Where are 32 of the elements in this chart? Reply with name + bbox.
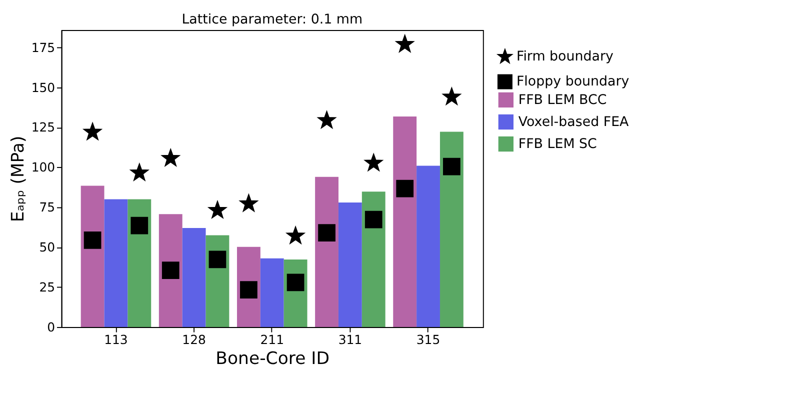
legend-label: FFB LEM SC bbox=[518, 136, 597, 152]
bar bbox=[338, 202, 362, 328]
x-axis-title: Bone-Core ID bbox=[216, 348, 330, 369]
x-tick-label: 315 bbox=[416, 332, 440, 347]
bar bbox=[182, 228, 206, 328]
x-tick-label: 311 bbox=[338, 332, 362, 347]
y-tick-label: 75 bbox=[39, 200, 56, 215]
legend-label: Voxel-based FEA bbox=[518, 114, 630, 130]
bar bbox=[260, 258, 284, 328]
bar bbox=[440, 132, 464, 328]
bar bbox=[80, 186, 104, 328]
bar bbox=[128, 199, 152, 328]
bar bbox=[416, 166, 440, 328]
y-tick-label: 150 bbox=[31, 80, 56, 95]
chart-title: Lattice parameter: 0.1 mm bbox=[182, 12, 363, 28]
bar bbox=[315, 176, 338, 328]
y-tick-label: 175 bbox=[31, 40, 56, 55]
y-tick-label: 50 bbox=[39, 239, 56, 254]
y-tick-label: 0 bbox=[47, 319, 56, 334]
legend-label: Floppy boundary bbox=[516, 74, 630, 90]
bar bbox=[362, 192, 386, 328]
legend-label: FFB LEM BCC bbox=[518, 92, 607, 108]
y-tick-label: 25 bbox=[39, 279, 56, 294]
y-axis-title: Eₐₚₚ (MPa) bbox=[8, 136, 29, 222]
x-tick-label: 211 bbox=[260, 332, 284, 347]
bar bbox=[104, 199, 128, 328]
bar bbox=[393, 116, 417, 328]
legend-label: Firm boundary bbox=[516, 50, 614, 65]
y-tick-label: 100 bbox=[31, 160, 56, 175]
y-tick-label: 125 bbox=[31, 120, 56, 135]
x-tick-label: 128 bbox=[182, 332, 206, 347]
x-tick-label: 113 bbox=[104, 332, 128, 347]
